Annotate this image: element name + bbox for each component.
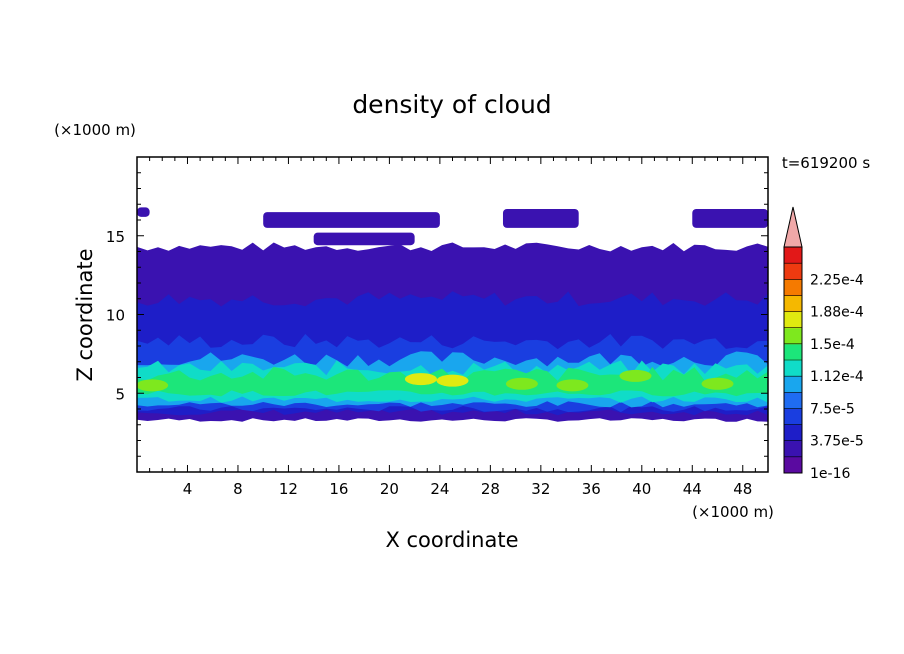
upper-cloud-patch-2 [263,212,440,228]
bright-spot-4 [505,377,538,390]
x-tick-label: 20 [380,480,399,498]
x-tick-label: 48 [733,480,752,498]
time-label: t=619200 s [782,154,870,172]
colorbar-swatch [784,360,802,377]
colorbar-swatch [784,327,802,345]
contour-field [137,207,768,422]
chart-title: density of cloud [352,90,551,119]
colorbar-tick-label: 2.25e-4 [810,272,864,288]
colorbar-tick-label: 1.5e-4 [810,337,855,353]
y-tick-label: 15 [106,228,125,246]
colorbar-swatch [784,424,802,442]
bright-spot-7 [701,377,734,390]
bright-spot-5 [556,379,589,392]
x-axis-label: X coordinate [385,528,518,552]
colorbar-swatch [784,440,802,458]
upper-cloud-patch-3 [313,232,415,246]
upper-cloud-patch-1 [137,207,150,217]
colorbar-extend-arrow [783,206,803,248]
bright-spot-3 [436,374,469,387]
colorbar-tick-label: 3.75e-5 [810,434,864,450]
colorbar-swatch [784,392,802,409]
x-tick-label: 12 [279,480,298,498]
y-axis-label: Z coordinate [73,248,97,381]
y-tick-label: 10 [106,307,125,325]
x-tick-label: 28 [481,480,500,498]
colorbar-tick-label: 1e-16 [810,466,850,482]
colorbar-tick-label: 1.12e-4 [810,369,864,385]
colorbar-swatch [784,279,802,296]
colorbar-swatch [784,295,802,313]
x-tick-label: 32 [531,480,550,498]
colorbar-swatch [784,456,802,474]
x-unit-label: (×1000 m) [692,503,774,521]
bright-spot-6 [619,369,652,382]
colorbar-swatch [784,263,802,280]
y-unit-label: (×1000 m) [54,121,136,139]
x-tick-label: 16 [329,480,348,498]
colorbar-tick-label: 7.5e-5 [810,401,855,417]
colorbar-swatch [784,311,802,329]
x-tick-label: 36 [582,480,601,498]
colorbar-swatch [784,343,802,361]
bright-spot-1 [137,379,169,392]
upper-cloud-patch-5 [692,208,768,228]
colorbar-swatch [784,247,802,264]
colorbar-tick-label: 1.88e-4 [810,305,864,321]
colorbar-swatch [784,376,802,393]
upper-cloud-patch-4 [502,208,579,228]
colorbar: 1e-16 3.75e-5 7.5e-5 1.12e-4 1.5e-4 1.88e-4 2.… [783,206,864,482]
x-tick-label: 44 [683,480,702,498]
x-tick-label: 40 [632,480,651,498]
colorbar-swatch [784,408,802,426]
x-tick-label: 4 [183,480,193,498]
bright-spot-2 [404,373,437,386]
x-tick-label: 8 [233,480,243,498]
y-tick-label: 5 [115,385,125,403]
x-tick-label: 24 [430,480,449,498]
